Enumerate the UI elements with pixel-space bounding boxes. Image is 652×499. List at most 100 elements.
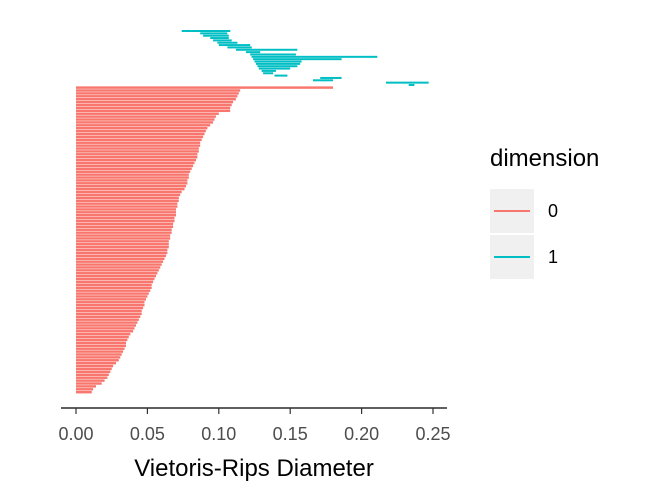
x-tick-label: 0.05 (130, 424, 165, 444)
legend-item-0: 0 (490, 188, 640, 234)
dimension-0-bar (76, 164, 194, 168)
dimension-0-bar (76, 124, 211, 127)
dimension-1-bar (255, 62, 301, 65)
dimension-0-bar (76, 283, 152, 287)
dimension-1-bar (250, 53, 296, 56)
dimension-0-bar (76, 347, 125, 350)
dimension-1-bar (218, 44, 251, 47)
dimension-0-bar (76, 367, 112, 371)
dimension-0-bar (76, 190, 182, 194)
legend-key-1 (490, 235, 534, 279)
x-tick-label: 0.15 (273, 424, 308, 444)
dimension-0-bar (76, 335, 129, 339)
dimension-0-bar (76, 205, 178, 208)
legend-key-0 (490, 189, 534, 233)
dimension-0-bar (76, 240, 169, 243)
dimension-0-bar (76, 303, 145, 307)
x-tick-label: 0.20 (344, 424, 379, 444)
dimension-0-bar (76, 286, 152, 289)
dimension-0-bar (76, 390, 92, 394)
dimension-1-bar (203, 34, 229, 37)
dimension-0-bar (76, 245, 169, 249)
dimension-0-bar (76, 327, 135, 330)
dimension-1-bar (213, 39, 232, 42)
dimension-1-bar (274, 74, 288, 77)
dimension-0-bar (76, 144, 201, 147)
dimension-0-bar (76, 315, 141, 318)
dimension-0-bar (76, 109, 231, 113)
dimension-1-bar (408, 84, 415, 86)
dimension-0-bar (76, 269, 159, 272)
dimension-0-bar (76, 118, 215, 121)
dimension-0-bar (76, 376, 108, 379)
dimension-0-bar (76, 121, 214, 124)
dimension-0-bar (76, 112, 219, 115)
dimension-0-bar (76, 106, 231, 110)
dimension-1-bar (217, 41, 238, 44)
dimension-1-bar (263, 72, 274, 75)
dimension-0-bars (76, 86, 333, 394)
dimension-1-bar (210, 37, 229, 40)
dimension-0-bar (76, 170, 191, 173)
dimension-0-bar (76, 225, 174, 229)
legend: dimension 0 1 (490, 142, 640, 280)
dimension-0-bar (76, 97, 236, 101)
dimension-0-bar (76, 208, 176, 211)
legend-item-1: 1 (490, 234, 640, 280)
dimension-1-bar (258, 67, 291, 70)
dimension-0-bar (76, 385, 96, 388)
legend-label-1: 1 (548, 246, 559, 267)
dimension-0-bar (76, 257, 165, 260)
dimension-0-bar (76, 292, 149, 295)
dimension-0-bar (76, 263, 162, 266)
dimension-0-bar (76, 353, 122, 356)
dimension-0-bar (76, 373, 109, 377)
dimension-0-bar (76, 193, 181, 197)
dimension-0-bar (76, 280, 154, 284)
dimension-0-bar (76, 129, 206, 133)
dimension-1-bar (235, 48, 298, 51)
dimension-0-bar (76, 115, 216, 118)
dimension-0-bar (76, 185, 186, 188)
x-axis-title: Vietoris-Rips Diameter (134, 455, 374, 482)
dimension-1-bar (227, 46, 252, 49)
dimension-1-bar (200, 32, 228, 35)
dimension-0-bar (76, 324, 136, 327)
dimension-0-bar (76, 132, 205, 136)
x-tick-label: 0.00 (58, 424, 93, 444)
dimension-1-bar (320, 76, 342, 79)
dimension-0-bar (76, 231, 172, 234)
dimension-0-bar (76, 243, 169, 246)
dimension-0-bar (76, 272, 158, 275)
dimension-0-bar (76, 330, 134, 333)
dimension-0-bar (76, 359, 119, 362)
dimension-1-bar (253, 58, 342, 61)
dimension-0-bar (76, 153, 198, 156)
dimension-0-bar (76, 103, 232, 107)
dimension-0-bar (76, 199, 179, 202)
dimension-0-bar (76, 370, 111, 374)
dimension-0-bar (76, 100, 234, 104)
x-axis-ticks: 0.00 0.05 0.10 0.15 0.20 0.25 (58, 408, 451, 444)
x-tick-label: 0.25 (415, 424, 450, 444)
dimension-0-bar (76, 196, 179, 200)
dimension-0-bar (76, 382, 102, 385)
dimension-0-bar (76, 251, 168, 255)
dimension-0-bar (76, 86, 333, 89)
dimension-0-bar (76, 350, 124, 353)
dimension-0-bar (76, 161, 195, 165)
dimension-0-bar (76, 92, 239, 95)
dimension-1-bar (257, 65, 298, 68)
dimension-0-bar (76, 338, 128, 342)
dimension-0-bar (76, 228, 172, 231)
dimension-0-bar (76, 179, 188, 182)
dimension-0-bar (76, 156, 198, 159)
dimension-0-bar (76, 274, 156, 278)
dimension-0-bar (76, 248, 168, 252)
dimension-0-bar (76, 158, 196, 162)
dimension-0-bar (76, 95, 238, 98)
dimension-0-bar (76, 266, 161, 269)
dimension-0-bar (76, 135, 204, 139)
dimension-0-bar (76, 187, 185, 191)
